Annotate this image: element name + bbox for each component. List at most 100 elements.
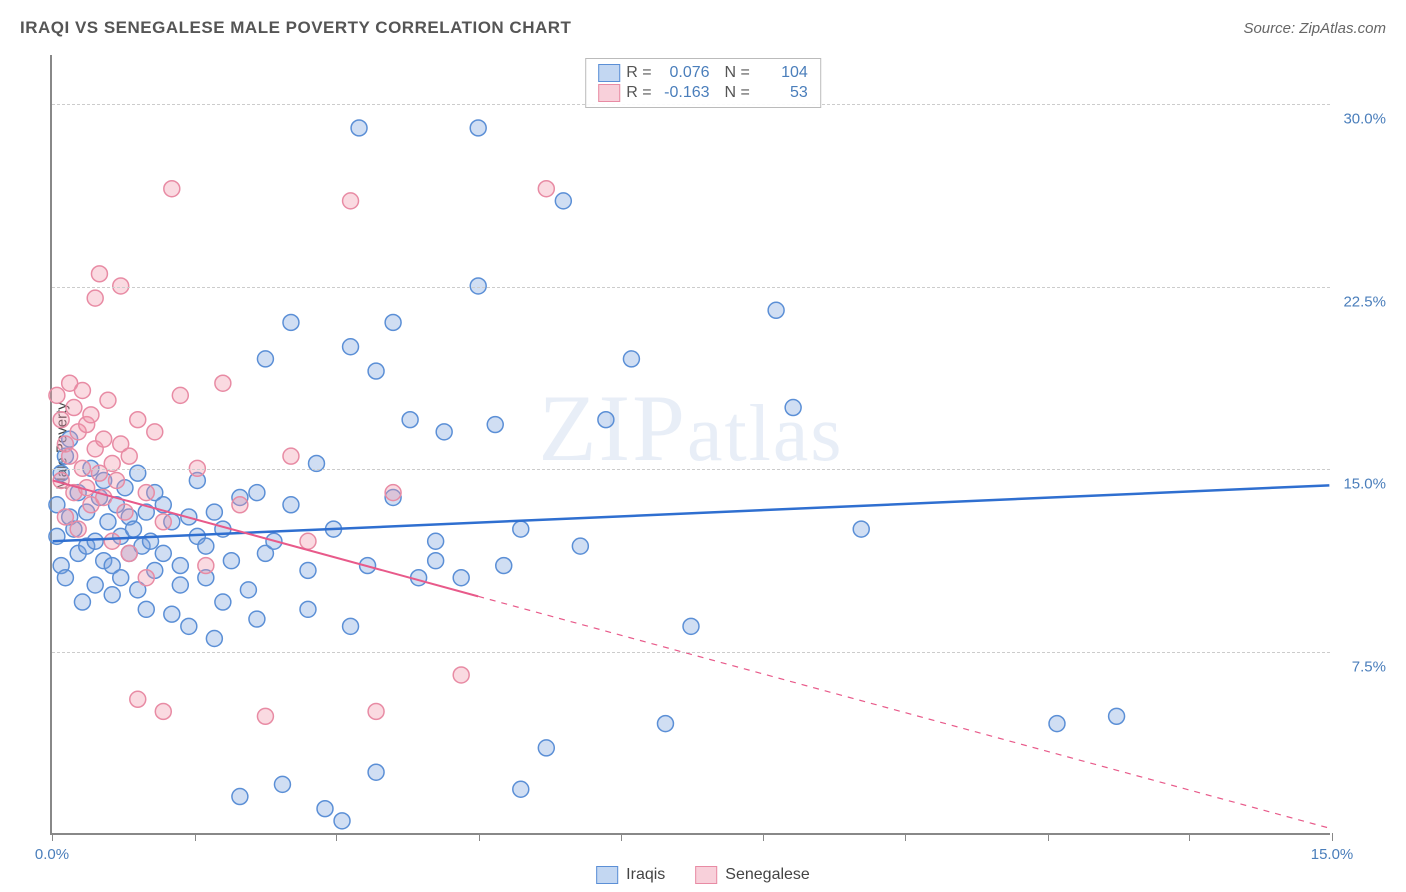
x-tick — [1332, 833, 1333, 841]
legend-swatch — [598, 64, 620, 82]
gridline — [52, 287, 1330, 288]
source-label: Source: ZipAtlas.com — [1243, 20, 1386, 37]
data-point — [155, 514, 171, 530]
data-point — [487, 417, 503, 433]
data-point — [74, 460, 90, 476]
x-tick — [1189, 833, 1190, 841]
y-tick-label: 22.5% — [1343, 293, 1386, 310]
stat-n-label: N = — [716, 84, 750, 102]
chart-svg — [52, 55, 1330, 833]
data-point — [83, 407, 99, 423]
data-point — [198, 558, 214, 574]
data-point — [130, 465, 146, 481]
stat-r-value: 0.076 — [658, 64, 710, 82]
gridline — [52, 652, 1330, 653]
data-point — [113, 570, 129, 586]
data-point — [300, 601, 316, 617]
x-tick — [336, 833, 337, 841]
data-point — [138, 570, 154, 586]
data-point — [257, 708, 273, 724]
data-point — [215, 375, 231, 391]
data-point — [155, 545, 171, 561]
data-point — [283, 314, 299, 330]
data-point — [164, 181, 180, 197]
data-point — [181, 618, 197, 634]
data-point — [249, 611, 265, 627]
y-tick-label: 15.0% — [1343, 476, 1386, 493]
data-point — [100, 514, 116, 530]
legend-label: Iraqis — [626, 866, 665, 884]
data-point — [402, 412, 418, 428]
data-point — [189, 460, 205, 476]
data-point — [249, 485, 265, 501]
data-point — [368, 764, 384, 780]
data-point — [343, 193, 359, 209]
data-point — [74, 594, 90, 610]
legend-swatch — [695, 866, 717, 884]
data-point — [87, 290, 103, 306]
data-point — [300, 562, 316, 578]
x-tick-label: 15.0% — [1311, 846, 1354, 863]
data-point — [232, 789, 248, 805]
data-point — [317, 801, 333, 817]
data-point — [70, 521, 86, 537]
data-point — [121, 448, 137, 464]
data-point — [555, 193, 571, 209]
data-point — [198, 538, 214, 554]
data-point — [49, 387, 65, 403]
data-point — [513, 781, 529, 797]
chart-title: IRAQI VS SENEGALESE MALE POVERTY CORRELA… — [20, 18, 571, 38]
data-point — [385, 314, 401, 330]
data-point — [130, 412, 146, 428]
data-point — [100, 392, 116, 408]
x-tick — [479, 833, 480, 841]
chart-container: IRAQI VS SENEGALESE MALE POVERTY CORRELA… — [0, 0, 1406, 892]
data-point — [138, 485, 154, 501]
data-point — [343, 618, 359, 634]
data-point — [87, 533, 103, 549]
data-point — [215, 594, 231, 610]
data-point — [104, 587, 120, 603]
stat-n-value: 53 — [756, 84, 808, 102]
trend-line-extrapolated — [478, 596, 1329, 828]
data-point — [87, 577, 103, 593]
data-point — [513, 521, 529, 537]
data-point — [657, 716, 673, 732]
data-point — [343, 339, 359, 355]
x-tick — [763, 833, 764, 841]
legend-item: Iraqis — [596, 866, 665, 884]
data-point — [96, 431, 112, 447]
data-point — [66, 400, 82, 416]
y-tick-label: 30.0% — [1343, 110, 1386, 127]
data-point — [436, 424, 452, 440]
data-point — [126, 521, 142, 537]
stats-row: R = 0.076 N = 104 — [598, 63, 808, 83]
x-tick — [195, 833, 196, 841]
data-point — [130, 691, 146, 707]
data-point — [206, 631, 222, 647]
data-point — [428, 533, 444, 549]
legend-item: Senegalese — [695, 866, 810, 884]
data-point — [538, 740, 554, 756]
data-point — [108, 472, 124, 488]
data-point — [53, 412, 69, 428]
stats-row: R = -0.163 N = 53 — [598, 83, 808, 103]
data-point — [1049, 716, 1065, 732]
data-point — [572, 538, 588, 554]
data-point — [453, 570, 469, 586]
gridline — [52, 469, 1330, 470]
x-tick — [52, 833, 53, 841]
data-point — [283, 497, 299, 513]
x-tick — [1048, 833, 1049, 841]
x-tick — [905, 833, 906, 841]
data-point — [117, 504, 133, 520]
data-point — [623, 351, 639, 367]
data-point — [768, 302, 784, 318]
legend-label: Senegalese — [725, 866, 810, 884]
data-point — [598, 412, 614, 428]
data-point — [57, 570, 73, 586]
stat-r-label: R = — [626, 64, 651, 82]
data-point — [172, 387, 188, 403]
data-point — [172, 577, 188, 593]
data-point — [57, 509, 73, 525]
